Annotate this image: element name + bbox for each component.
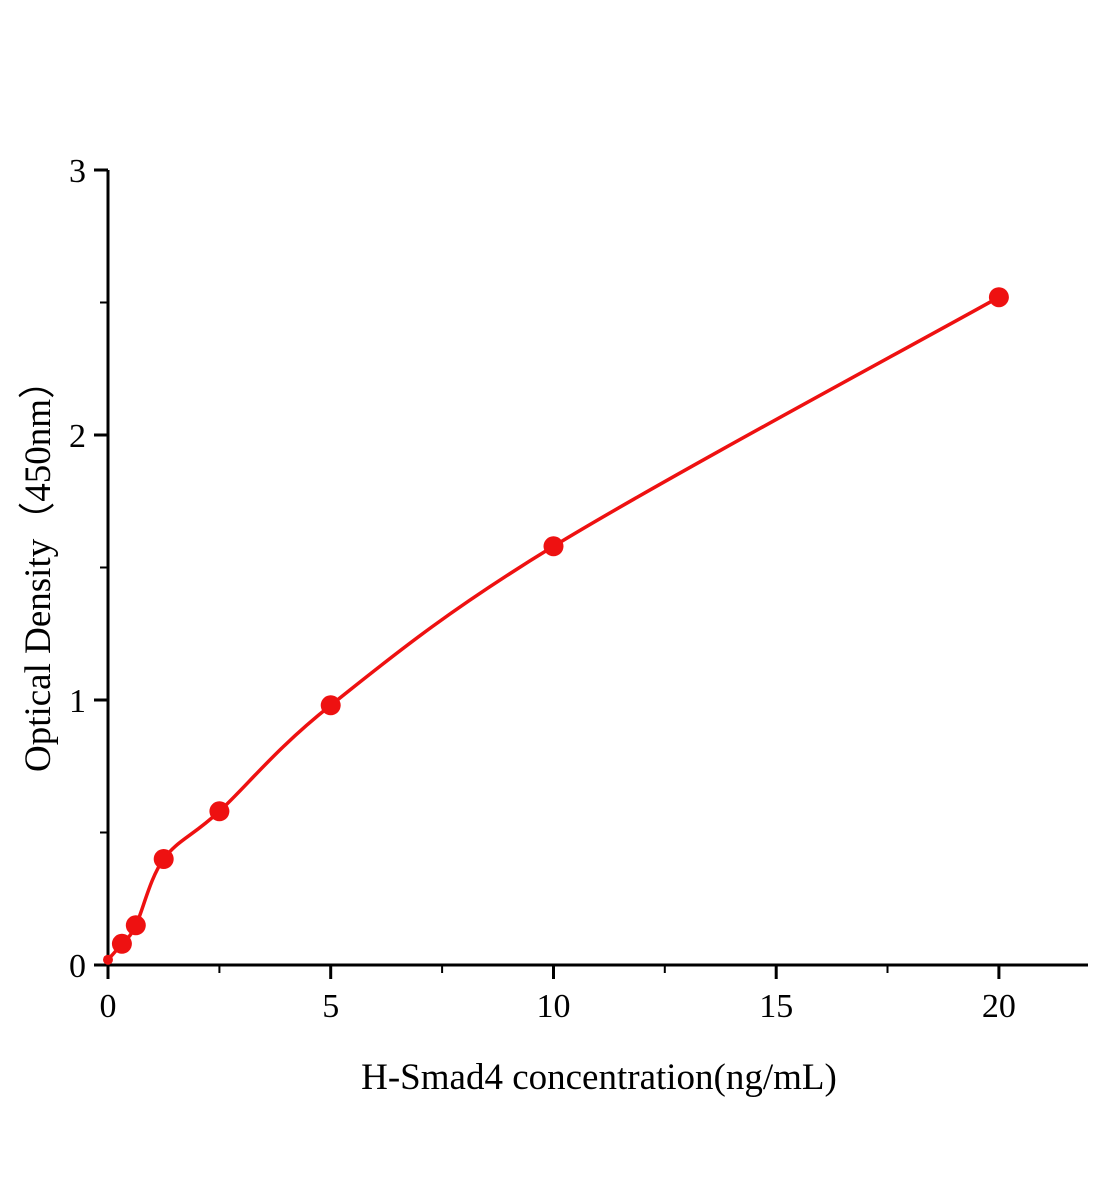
data-point-marker [111,933,132,954]
y-tick-label: 1 [69,683,86,720]
x-tick-label: 0 [100,988,117,1025]
data-point-marker [209,801,230,822]
y-tick-label: 0 [69,948,86,985]
x-axis-title: H-Smad4 concentration(ng/mL) [361,1057,837,1098]
data-point-marker [125,915,146,936]
data-point-marker [153,849,174,869]
y-tick-label: 3 [69,153,86,190]
data-point-marker [988,287,1009,308]
x-tick-label: 15 [759,988,793,1025]
y-tick-label: 2 [69,418,86,455]
standard-curve-line [106,295,1001,962]
data-point-marker [543,536,564,557]
x-tick-label: 20 [982,988,1016,1025]
data-point-marker [103,954,113,965]
x-tick-label: 5 [322,988,339,1025]
y-axis-title: Optical Density（450nm） [18,361,59,773]
x-tick-label: 10 [537,988,571,1025]
data-point-marker [320,695,341,716]
